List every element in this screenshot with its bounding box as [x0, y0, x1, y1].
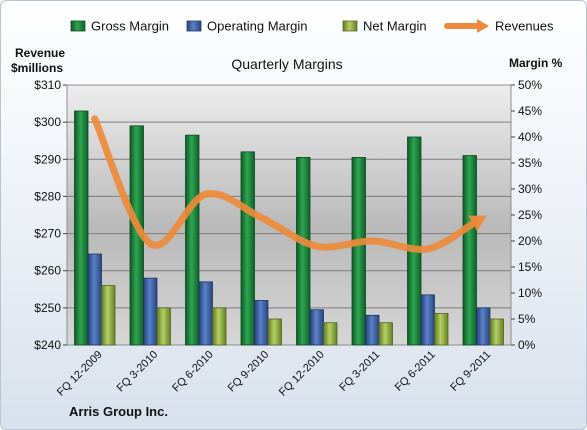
bar-gross-margin: [240, 151, 255, 346]
revenues-line: [91, 115, 487, 253]
legend-swatch-net-margin: [342, 20, 358, 32]
company-name: Arris Group Inc.: [69, 404, 168, 419]
x-axis-label: FQ 9-2010: [226, 349, 272, 395]
left-tick-label: $260: [34, 264, 61, 278]
x-axis-label: FQ 6-2011: [393, 349, 438, 394]
bar-net-margin: [378, 322, 393, 346]
bar-gross-margin: [296, 157, 311, 346]
right-tick-label: 35%: [518, 156, 542, 170]
x-axis-label: FQ 3-2011: [337, 349, 382, 394]
right-tick-label: 0%: [518, 338, 536, 352]
bar-gross-margin: [185, 134, 200, 346]
bar-operating-margin: [309, 309, 324, 346]
bar-operating-margin: [365, 314, 380, 346]
bar-gross-margin: [74, 110, 89, 346]
left-tick-label: $240: [34, 338, 61, 352]
right-tick-label: 10%: [518, 286, 542, 300]
legend-label-net-margin: Net Margin: [363, 19, 427, 34]
bar-operating-margin: [476, 307, 491, 346]
bar-operating-margin: [87, 253, 102, 346]
bar-gross-margin: [407, 136, 422, 346]
x-axis-label: FQ 3-2010: [115, 349, 161, 395]
right-axis-label: Margin %: [509, 56, 563, 70]
legend-label-revenues: Revenues: [495, 19, 554, 34]
left-axis-label-line1: Revenue: [15, 46, 65, 60]
x-axis-label: FQ 12-2010: [277, 349, 327, 399]
bar-net-margin: [434, 313, 449, 346]
left-axis-ticks: $240 $250 $260 $270 $280 $290 $300 $310: [34, 78, 67, 352]
left-tick-label: $300: [34, 115, 61, 129]
right-tick-label: 40%: [518, 130, 542, 144]
left-tick-label: $310: [34, 78, 61, 92]
x-axis-label: FQ 12-2009: [55, 349, 105, 399]
bar-net-margin: [212, 307, 227, 346]
legend-swatch-operating-margin: [186, 20, 202, 32]
bar-net-margin: [156, 307, 171, 346]
bar-operating-margin: [198, 281, 213, 346]
bar-net-margin: [267, 318, 282, 346]
legend: Gross Margin Operating Margin Net Margin…: [70, 19, 554, 34]
legend-arrow-revenues: [477, 19, 489, 33]
left-tick-label: $250: [34, 301, 61, 315]
legend-label-gross-margin: Gross Margin: [91, 19, 169, 34]
x-axis-label: FQ 9-2011: [448, 349, 493, 394]
left-tick-label: $270: [34, 227, 61, 241]
legend-swatch-gross-margin: [70, 20, 86, 32]
revenues-line-arrowhead: [468, 215, 487, 232]
right-tick-label: 5%: [518, 312, 536, 326]
bar-gross-margin: [351, 157, 366, 346]
right-tick-label: 45%: [518, 104, 542, 118]
right-axis-ticks: 0% 5% 10% 15% 20% 25% 30% 35% 40% 45% 50%: [511, 78, 542, 352]
bar-net-margin: [323, 322, 338, 346]
right-tick-label: 30%: [518, 182, 542, 196]
chart-title: Quarterly Margins: [231, 56, 342, 72]
right-tick-label: 15%: [518, 260, 542, 274]
bar-operating-margin: [420, 294, 435, 346]
right-tick-label: 50%: [518, 78, 542, 92]
bar-net-margin: [101, 285, 116, 346]
bar-operating-margin: [254, 300, 269, 346]
bar-operating-margin: [143, 277, 158, 346]
x-axis-labels: FQ 12-2009 FQ 3-2010 FQ 6-2010 FQ 9-2010 FQ …: [55, 349, 493, 399]
right-tick-label: 20%: [518, 234, 542, 248]
left-axis-label-line2: $millions: [11, 61, 63, 75]
bar-gross-margin: [462, 155, 477, 346]
x-axis-label: FQ 6-2010: [170, 349, 216, 395]
left-tick-label: $290: [34, 152, 61, 166]
legend-label-operating-margin: Operating Margin: [207, 19, 307, 34]
bar-net-margin: [489, 318, 504, 346]
right-tick-label: 25%: [518, 208, 542, 222]
revenues-line-path: [91, 115, 479, 253]
bars: [74, 110, 504, 346]
left-tick-label: $280: [34, 189, 61, 203]
